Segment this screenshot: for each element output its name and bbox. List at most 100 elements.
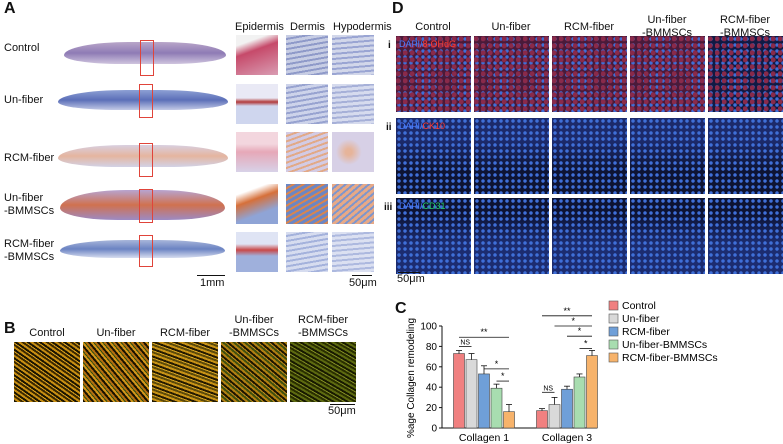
bar-rcm-fiber-2: [561, 388, 573, 429]
zoom-tile-epidermis-3: [236, 132, 278, 172]
collagen-remodeling-chart: %age Collagen remodeling 0 20 40 60 80 100 Coll…: [406, 300, 718, 444]
bar-un-fiber-1: [465, 359, 478, 429]
significance-label: *: [571, 316, 575, 326]
immunofluorescence-tile: [708, 36, 783, 112]
significance-label: *: [578, 326, 582, 336]
bar-un-fiber-bmmscs-1: [490, 387, 503, 429]
zoom-tile-epidermis-5: [236, 232, 278, 272]
panel-d-column-header: Un-fiber: [491, 21, 531, 33]
zoom-tile-dermis-5: [286, 232, 328, 272]
tissue-section-un-fiber-bmmscs: [60, 190, 225, 220]
picrosirius-image-tile: [83, 342, 149, 402]
immunofluorescence-tile: [474, 198, 549, 274]
legend-swatch: [608, 300, 619, 311]
tissue-section-un-fiber: [58, 90, 228, 110]
marker-label: 8-OHdG: [422, 39, 457, 49]
panel-letter-d: D: [392, 0, 404, 17]
significance-label: *: [584, 338, 588, 348]
dapi-label: DAPI/: [399, 39, 423, 49]
significance-label: **: [480, 327, 488, 337]
zoom-tile-epidermis-1: [236, 35, 278, 75]
scale-bar-50um-b: [330, 404, 355, 405]
roi-box-un-fiber: [139, 84, 153, 118]
bar-rcm-fiber-bmmscs-2: [586, 355, 598, 429]
zoom-tile-hypodermis-3: [332, 132, 374, 172]
significance-label: NS: [460, 339, 470, 346]
y-tick-label: 20: [426, 403, 438, 414]
column-header-epidermis: Epidermis: [235, 21, 284, 33]
scale-label-50um-d: 50μm: [397, 273, 425, 285]
zoom-tile-dermis-3: [286, 132, 328, 172]
immunofluorescence-tile: [708, 198, 783, 274]
zoom-tile-hypodermis-5: [332, 232, 374, 272]
panel-b-column-header: RCM-fiber -BMMSCs: [297, 314, 349, 339]
panel-b-column-header: Un-fiber -BMMSCs: [228, 314, 280, 339]
marker-label: CK10: [422, 121, 446, 131]
bar-control-2: [536, 410, 548, 429]
scale-bar-50um-a: [352, 275, 372, 276]
immunofluorescence-tile: [552, 118, 627, 194]
y-tick-label: 0: [431, 424, 437, 435]
immunofluorescence-tile: DAPI/CK10: [396, 118, 471, 194]
legend-entry: Control: [622, 300, 656, 312]
marker-label: CD31: [422, 201, 446, 211]
stain-label: DAPI/CD31: [399, 201, 446, 211]
scale-label-1mm: 1mm: [200, 277, 225, 289]
significance-label: *: [501, 371, 505, 381]
legend-swatch: [608, 339, 619, 350]
dapi-label: DAPI/: [399, 121, 423, 131]
panel-b-column-header: Control: [29, 327, 65, 339]
legend-swatch: [608, 313, 619, 324]
x-category-label: Collagen 1: [459, 432, 509, 444]
immunofluorescence-tile: [630, 36, 705, 112]
significance-label: NS: [543, 385, 553, 392]
zoom-tile-dermis-2: [286, 84, 328, 124]
picrosirius-image-tile: [221, 342, 287, 402]
column-header-dermis: Dermis: [290, 21, 325, 33]
y-tick-label: 60: [426, 362, 438, 373]
picrosirius-image-tile: [14, 342, 80, 402]
bar-rcm-fiber-1: [478, 373, 490, 429]
bar-control-1: [453, 353, 465, 429]
dapi-label: DAPI/: [399, 201, 423, 211]
immunofluorescence-tile: [708, 118, 783, 194]
immunofluorescence-tile: [630, 118, 705, 194]
roi-box-rcm-fiber-bmmscs: [139, 235, 153, 267]
scale-bar-50um-d: [398, 272, 420, 273]
bar-un-fiber-bmmscs-2: [573, 376, 586, 429]
panel-d-column-header: RCM-fiber: [563, 21, 615, 33]
legend-entry: Un-fiber-BMMSCs: [622, 339, 707, 351]
zoom-tile-dermis-4: [286, 184, 328, 224]
tissue-section-rcm-fiber: [58, 145, 228, 167]
y-tick-label: 80: [426, 342, 438, 353]
picrosirius-image-tile: [290, 342, 356, 402]
zoom-tile-hypodermis-2: [332, 84, 374, 124]
immunofluorescence-tile: [474, 36, 549, 112]
panel-d-row-label: iii: [384, 202, 393, 213]
row-label-un-fiber: Un-fiber: [4, 94, 44, 106]
panel-d-row-label: i: [388, 40, 391, 51]
roi-box-rcm-fiber: [139, 143, 153, 177]
panel-letter-b: B: [4, 320, 16, 337]
immunofluorescence-tile: [474, 118, 549, 194]
zoom-tile-hypodermis-4: [332, 184, 374, 224]
panel-letter-c: C: [395, 300, 407, 317]
row-label-control: Control: [4, 42, 40, 54]
legend-swatch: [608, 326, 619, 337]
zoom-tile-dermis-1: [286, 35, 328, 75]
zoom-tile-hypodermis-1: [332, 35, 374, 75]
x-category-label: Collagen 3: [542, 432, 592, 444]
roi-box-un-fiber-bmmscs: [139, 189, 153, 223]
immunofluorescence-tile: DAPI/CD31: [396, 198, 471, 274]
significance-label: *: [495, 359, 499, 369]
legend-entry: RCM-fiber-BMMSCs: [622, 352, 718, 364]
panel-letter-a: A: [4, 0, 16, 17]
scale-bar-1mm: [197, 275, 225, 276]
immunofluorescence-tile: [552, 198, 627, 274]
legend-entry: RCM-fiber: [622, 326, 670, 338]
row-label-rcm-fiber-bmmscs: RCM-fiber -BMMSCs: [4, 238, 55, 263]
panel-d-column-header: Control: [415, 21, 451, 33]
y-tick-label: 100: [420, 322, 437, 333]
immunofluorescence-tile: DAPI/8-OHdG: [396, 36, 471, 112]
legend-entry: Un-fiber: [622, 313, 660, 325]
